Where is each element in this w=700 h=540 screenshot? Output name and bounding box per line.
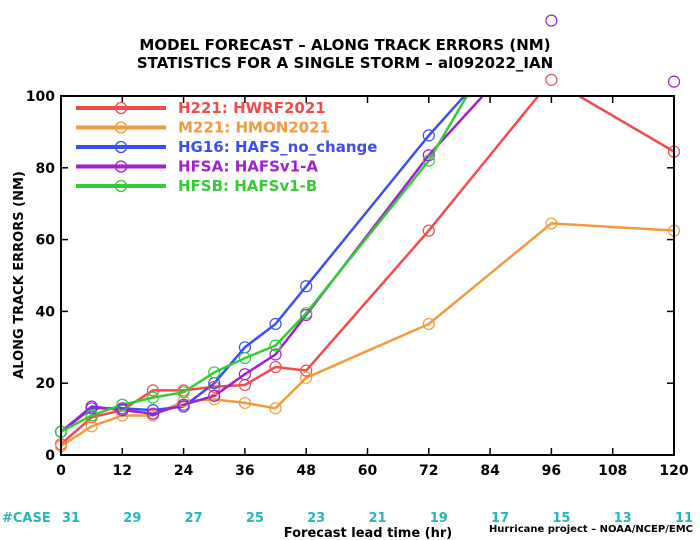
x-tick-label: 0 <box>56 463 66 479</box>
y-tick-label: 80 <box>36 161 56 177</box>
case-label: #CASE <box>2 511 51 526</box>
series-5-point <box>238 351 251 365</box>
x-tick-label: 72 <box>419 463 438 479</box>
y-tick-label: 0 <box>45 448 55 464</box>
x-tick-label: 48 <box>296 463 315 479</box>
case-count: 11 <box>675 511 693 526</box>
series-2-point <box>238 396 251 410</box>
legend-label-3: HG16: HAFS_no_change <box>178 138 377 156</box>
series-3-point <box>300 280 313 293</box>
series-1-point <box>545 73 558 86</box>
credit-text: Hurricane project – NOAA/NCEP/EMC <box>489 524 693 535</box>
x-tick-label: 36 <box>235 463 254 479</box>
legend-label-4: HFSA: HAFSv1-A <box>178 158 318 176</box>
chart-title-line1: MODEL FORECAST – ALONG TRACK ERRORS (NM) <box>139 36 550 54</box>
case-count: 29 <box>123 511 141 526</box>
x-axis-label: Forecast lead time (hr) <box>284 526 452 540</box>
series-5-point <box>146 391 160 404</box>
case-count: 15 <box>552 511 570 526</box>
series-2-point <box>422 317 435 331</box>
case-count: 25 <box>246 511 264 526</box>
series-2-point <box>269 402 282 415</box>
series-1-point <box>269 360 282 374</box>
series-1-point <box>422 224 435 237</box>
legend-marker-4 <box>114 160 128 173</box>
series-3-point <box>422 129 435 142</box>
chart-title-line2: STATISTICS FOR A SINGLE STORM – al092022… <box>137 54 553 72</box>
series-5-point <box>208 366 221 379</box>
legend-label-2: M221: HMON2021 <box>178 119 330 137</box>
series-5-point <box>422 154 435 167</box>
series-1-point <box>208 380 221 393</box>
case-count: 13 <box>614 511 632 526</box>
series-4-point <box>269 348 282 361</box>
legend-marker-2 <box>114 121 128 134</box>
series-4-point <box>422 149 435 162</box>
series-2-point <box>177 395 190 408</box>
x-tick-label: 108 <box>598 463 627 479</box>
y-tick-label: 60 <box>36 233 56 249</box>
x-tick-label: 84 <box>480 463 500 479</box>
y-tick-label: 40 <box>36 304 56 320</box>
legend-label-5: HFSB: HAFSv1-B <box>178 177 317 195</box>
series-1-point <box>146 384 160 397</box>
case-count: 17 <box>491 511 509 526</box>
legend-label-1: H221: HWRF2021 <box>178 99 326 117</box>
series-4-point <box>545 14 558 27</box>
series-line-1 <box>61 96 674 446</box>
series-4-point <box>238 368 251 381</box>
legend-marker-3 <box>114 140 128 154</box>
series-4-point <box>177 398 190 411</box>
series-2-point <box>300 371 313 384</box>
series-4-point <box>667 75 681 88</box>
series-2-point <box>545 217 558 230</box>
x-tick-label: 24 <box>174 463 194 479</box>
series-4-point <box>146 407 160 420</box>
series-5-point <box>85 409 98 422</box>
y-tick-label: 20 <box>36 376 56 392</box>
series-4-point <box>208 389 221 402</box>
series-4-point <box>85 400 98 413</box>
series-4-point <box>116 404 129 417</box>
case-count: 19 <box>430 511 448 526</box>
case-count: 23 <box>307 511 325 526</box>
x-tick-label: 120 <box>659 463 688 479</box>
x-tick-label: 12 <box>113 463 132 479</box>
series-5-point <box>116 398 129 411</box>
series-1-point <box>300 364 313 377</box>
case-count: 31 <box>62 511 80 526</box>
series-2-point <box>208 393 221 406</box>
y-tick-label: 100 <box>26 89 55 105</box>
x-tick-label: 96 <box>542 463 561 479</box>
case-count: 27 <box>185 511 203 526</box>
series-3-point <box>146 404 160 417</box>
case-count: 21 <box>368 511 386 526</box>
x-tick-label: 60 <box>358 463 378 479</box>
legend-marker-1 <box>114 101 128 115</box>
series-5-point <box>177 386 190 399</box>
series-line-5 <box>61 96 469 433</box>
series-5-point <box>300 307 313 320</box>
series-3-point <box>269 317 282 331</box>
series-5-point <box>269 339 282 352</box>
y-axis-label: ALONG TRACK ERRORS (NM) <box>12 171 27 379</box>
legend-marker-5 <box>114 179 128 193</box>
